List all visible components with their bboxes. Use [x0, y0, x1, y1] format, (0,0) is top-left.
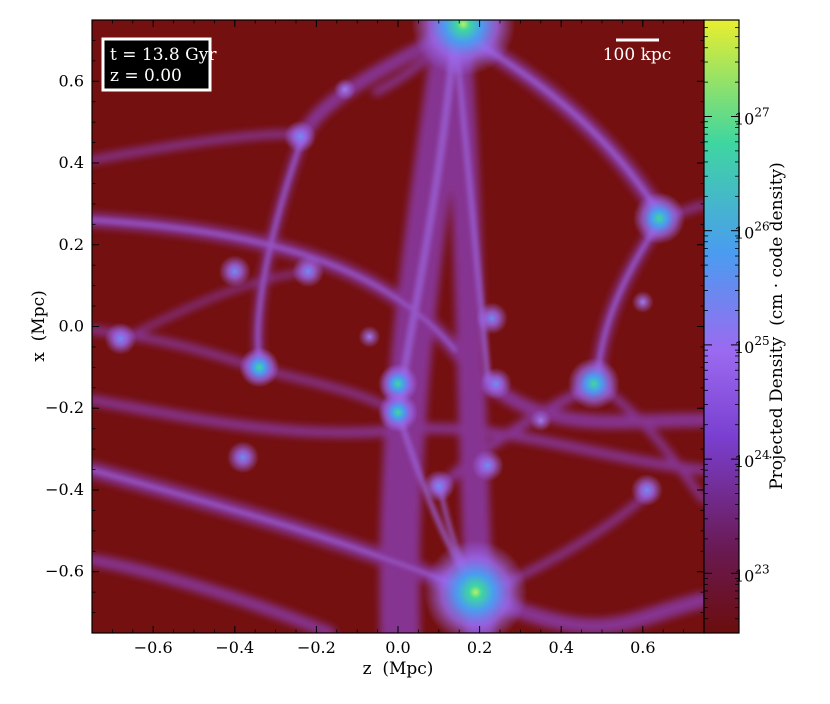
- scale-bar-label: 100 kpc: [603, 45, 672, 65]
- colorbar-ticks: 1023 1024 1025 1026 1027: [704, 19, 770, 634]
- colorbar-tick-label: 1023: [734, 562, 770, 585]
- halo: [378, 363, 418, 404]
- halo: [358, 325, 381, 348]
- colorbar-tick-label: 1024: [734, 448, 770, 471]
- y-tick-label: −0.2: [45, 398, 84, 417]
- halo: [239, 347, 280, 388]
- halo: [284, 120, 317, 153]
- colorbar-label: Projected Density (cm · code density): [767, 162, 787, 490]
- halo: [633, 192, 686, 245]
- time-annotation-box: t = 13.8 Gyr z = 0.00: [101, 37, 217, 92]
- colorbar-tick-label: 1025: [734, 334, 770, 357]
- heatmap-image: [92, 20, 704, 633]
- y-tick-label: −0.4: [45, 480, 84, 499]
- halo: [567, 357, 620, 410]
- halo: [631, 290, 654, 313]
- halo: [218, 255, 251, 288]
- halo: [475, 302, 508, 335]
- halo: [333, 78, 356, 101]
- halo: [479, 367, 512, 400]
- y-tick-label: 0.0: [59, 317, 84, 336]
- halo: [104, 322, 137, 355]
- y-tick-label: 0.2: [59, 235, 84, 254]
- x-tick-label: 0.2: [467, 638, 492, 657]
- x-tick-label: 0.4: [548, 638, 573, 657]
- halo: [411, 20, 516, 77]
- x-tick-label: −0.6: [134, 638, 173, 657]
- x-tick-label: −0.4: [215, 638, 254, 657]
- colorbar-tick-label: 1026: [734, 220, 770, 243]
- colorbar-gradient: [703, 19, 740, 634]
- y-tick-label: −0.6: [45, 562, 84, 581]
- y-tick-label: 0.6: [59, 71, 84, 90]
- x-tick-label: −0.2: [297, 638, 336, 657]
- colorbar: 1023 1024 1025 1026 1027 Projected Density (…: [703, 19, 787, 634]
- scale-bar: 100 kpc: [603, 38, 672, 65]
- halo: [226, 441, 259, 474]
- time-label: t = 13.8 Gyr: [110, 45, 217, 65]
- colorbar-tick-label: 1027: [734, 106, 770, 129]
- y-tick-label: 0.4: [59, 153, 84, 172]
- halo: [292, 255, 325, 288]
- halo: [630, 473, 663, 506]
- redshift-label: z = 0.00: [110, 66, 182, 86]
- x-tick-label: 0.0: [385, 638, 410, 657]
- x-tick-label: 0.6: [630, 638, 655, 657]
- x-axis-label: z (Mpc): [363, 659, 434, 679]
- halo-layer: [104, 20, 686, 633]
- halo: [378, 392, 418, 433]
- x-axis: −0.6 −0.4 −0.2 0.0 0.2 0.4 0.6: [112, 20, 684, 657]
- halo: [422, 469, 455, 502]
- y-axis-label: x (Mpc): [29, 290, 49, 361]
- halo: [423, 540, 528, 633]
- halo: [529, 409, 552, 432]
- halo: [471, 449, 504, 482]
